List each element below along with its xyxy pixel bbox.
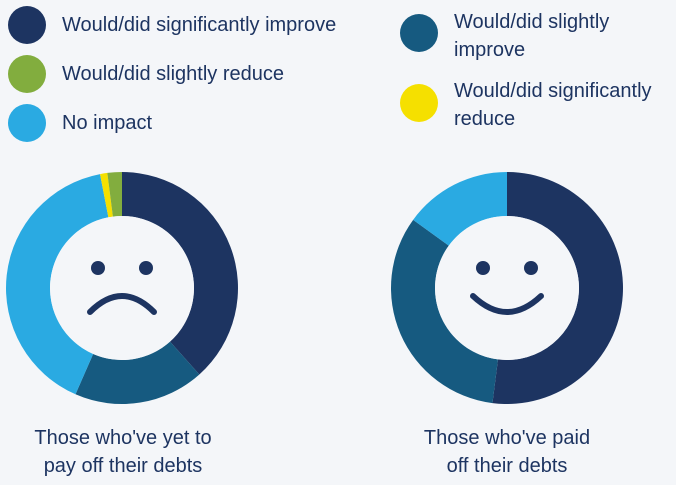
face-background bbox=[50, 216, 194, 360]
legend-label-significantly-reduce-line2: reduce bbox=[454, 108, 516, 130]
legend-label-slightly-improve-line1: Would/did slightly bbox=[454, 11, 610, 33]
donut-chart-paid-off bbox=[391, 172, 623, 404]
caption-paid-off-line1: Those who've paid bbox=[423, 427, 591, 449]
face-eye-right bbox=[524, 261, 538, 275]
legend-label-significantly-improve: Would/did significantly improve bbox=[62, 14, 337, 36]
donut-slice-would-did-significantly-improve bbox=[492, 172, 623, 404]
caption-paid-off-line2: off their debts bbox=[446, 455, 568, 477]
legend-item-slightly-reduce: Would/did slightly reduce bbox=[8, 55, 284, 93]
face-background bbox=[435, 216, 579, 360]
donut-slice-no-impact bbox=[413, 172, 507, 246]
legend-label-significantly-reduce-line1: Would/did significantly bbox=[454, 80, 652, 102]
legend-swatch-significantly-reduce bbox=[400, 84, 438, 122]
legend-item-significantly-improve: Would/did significantly improve bbox=[8, 6, 336, 44]
legend-swatch-no-impact bbox=[8, 104, 46, 142]
legend-label-slightly-improve: Would/did slightly improve bbox=[454, 8, 609, 64]
legend-label-significantly-reduce: Would/did significantly reduce bbox=[454, 77, 652, 133]
donut-chart-yet-to-pay bbox=[5, 172, 238, 404]
caption-paid-off: Those who've paid off their debts bbox=[384, 424, 630, 480]
donut-slice-would-did-slightly-improve bbox=[391, 219, 498, 404]
donut-slice-no-impact bbox=[5, 174, 109, 395]
legend-swatch-slightly-reduce bbox=[8, 55, 46, 93]
legend-swatch-slightly-improve bbox=[400, 14, 438, 52]
legend-label-slightly-improve-line2: improve bbox=[454, 39, 526, 61]
caption-yet-to-pay-line1: Those who've yet to bbox=[34, 427, 212, 449]
legend-item-slightly-improve: Would/did slightly improve bbox=[400, 8, 609, 64]
legend-label-slightly-reduce: Would/did slightly reduce bbox=[62, 63, 284, 85]
face-eye-left bbox=[476, 261, 490, 275]
caption-yet-to-pay: Those who've yet to pay off their debts bbox=[0, 424, 246, 480]
legend-item-significantly-reduce: Would/did significantly reduce bbox=[400, 77, 652, 133]
legend-swatch-significantly-improve bbox=[8, 6, 46, 44]
caption-yet-to-pay-line2: pay off their debts bbox=[43, 455, 203, 477]
donut-slice-would-did-slightly-improve bbox=[75, 341, 200, 404]
legend: Would/did significantly improve Would/di… bbox=[0, 0, 676, 150]
happy-face-icon bbox=[470, 293, 544, 315]
legend-label-no-impact: No impact bbox=[62, 112, 153, 134]
donut-slice-would-did-significantly-reduce bbox=[100, 172, 113, 218]
sad-face-icon bbox=[87, 293, 157, 315]
donut-slice-would-did-slightly-reduce bbox=[107, 172, 122, 217]
face-eye-left bbox=[91, 261, 105, 275]
donut-slice-would-did-significantly-improve bbox=[122, 172, 238, 375]
legend-item-no-impact: No impact bbox=[8, 104, 152, 142]
face-eye-right bbox=[139, 261, 153, 275]
